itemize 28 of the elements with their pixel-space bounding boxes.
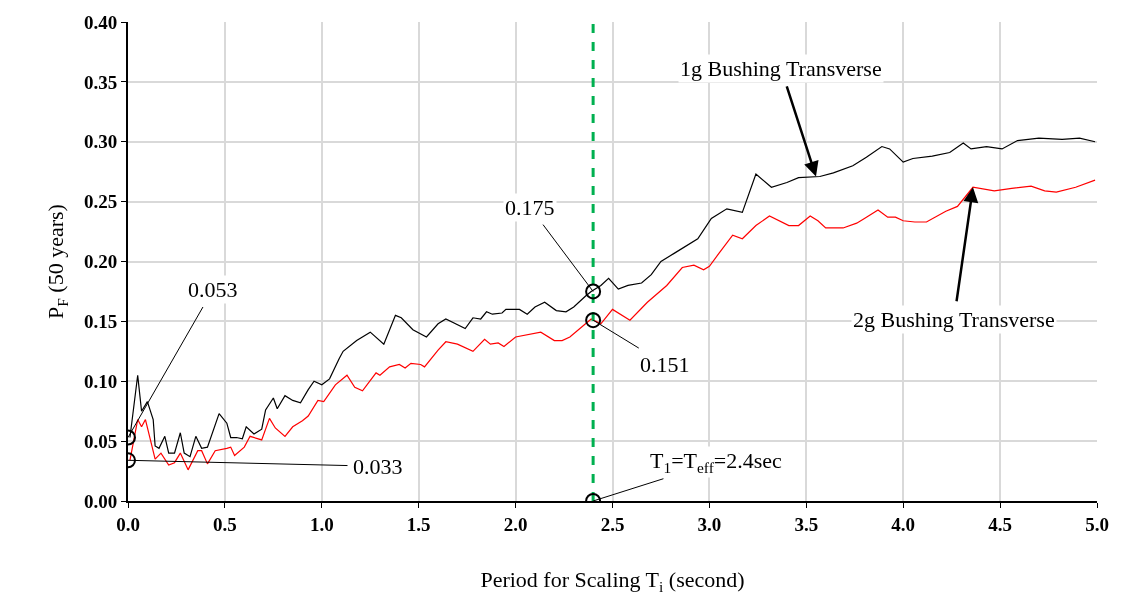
x-tick-label: 5.0 <box>1085 513 1109 535</box>
annotation: 0.053 <box>188 277 238 302</box>
annotation: T$_{1}$=T$_{eff}$=2.4sec <box>650 448 783 476</box>
x-axis-title: Period for Scaling T$_{i}$ (second) <box>480 567 745 595</box>
y-tick-label: 0.30 <box>83 131 118 153</box>
annotation: 1g Bushing Transverse <box>680 56 882 81</box>
x-tick-label: 1.5 <box>406 513 431 535</box>
x-tick-label: 4.5 <box>988 513 1012 535</box>
y-tick-label: 0.15 <box>83 311 118 333</box>
x-tick-label: 0.5 <box>213 513 237 535</box>
annotation: 0.175 <box>505 195 555 220</box>
y-tick-label: 0.40 <box>83 11 118 33</box>
x-tick-label: 3.0 <box>697 513 722 535</box>
x-tick-label: 4.0 <box>891 513 916 535</box>
y-tick-label: 0.10 <box>83 370 118 392</box>
y-tick-label: 0.05 <box>83 430 118 452</box>
y-tick-label: 0.25 <box>83 191 118 213</box>
x-tick-label: 0.0 <box>116 513 140 535</box>
x-tick-label: 1.0 <box>309 513 334 535</box>
y-tick-label: 0.00 <box>83 490 118 512</box>
y-tick-label: 0.20 <box>83 251 118 273</box>
annotation: 0.151 <box>640 352 690 377</box>
x-tick-label: 2.0 <box>503 513 528 535</box>
annotation: 2g Bushing Transverse <box>853 307 1055 332</box>
annotation: 0.033 <box>353 454 403 479</box>
x-tick-label: 3.5 <box>794 513 819 535</box>
x-tick-label: 2.5 <box>600 513 625 535</box>
y-tick-label: 0.35 <box>83 71 118 93</box>
